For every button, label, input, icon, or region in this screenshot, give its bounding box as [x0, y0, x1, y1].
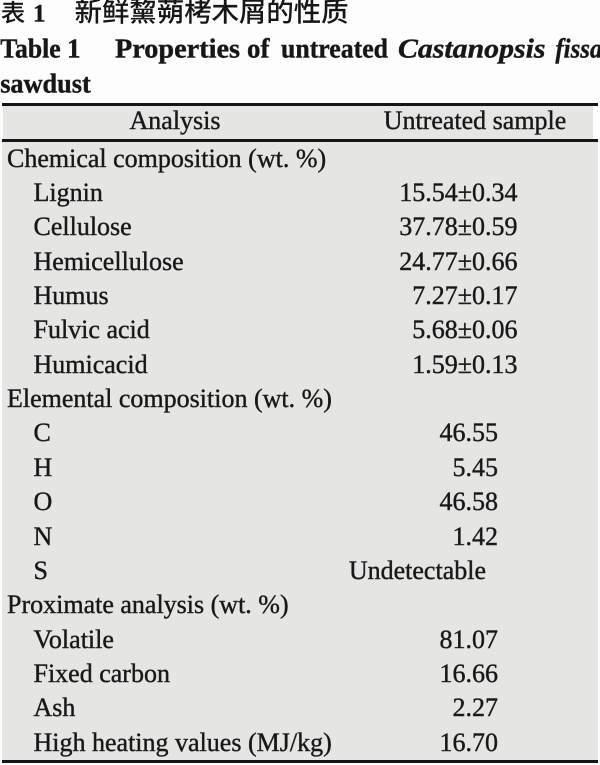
svg-text:of: of: [247, 34, 270, 64]
svg-text:1: 1: [67, 34, 81, 64]
svg-text:Castanopsis: Castanopsis: [398, 34, 546, 64]
svg-text:Properties: Properties: [115, 34, 240, 64]
svg-text:1: 1: [33, 1, 46, 28]
svg-text:Table: Table: [0, 34, 61, 64]
svg-text:untreated: untreated: [281, 34, 388, 64]
svg-text:sawdust: sawdust: [0, 68, 91, 98]
svg-text:fissa: fissa: [555, 34, 600, 64]
